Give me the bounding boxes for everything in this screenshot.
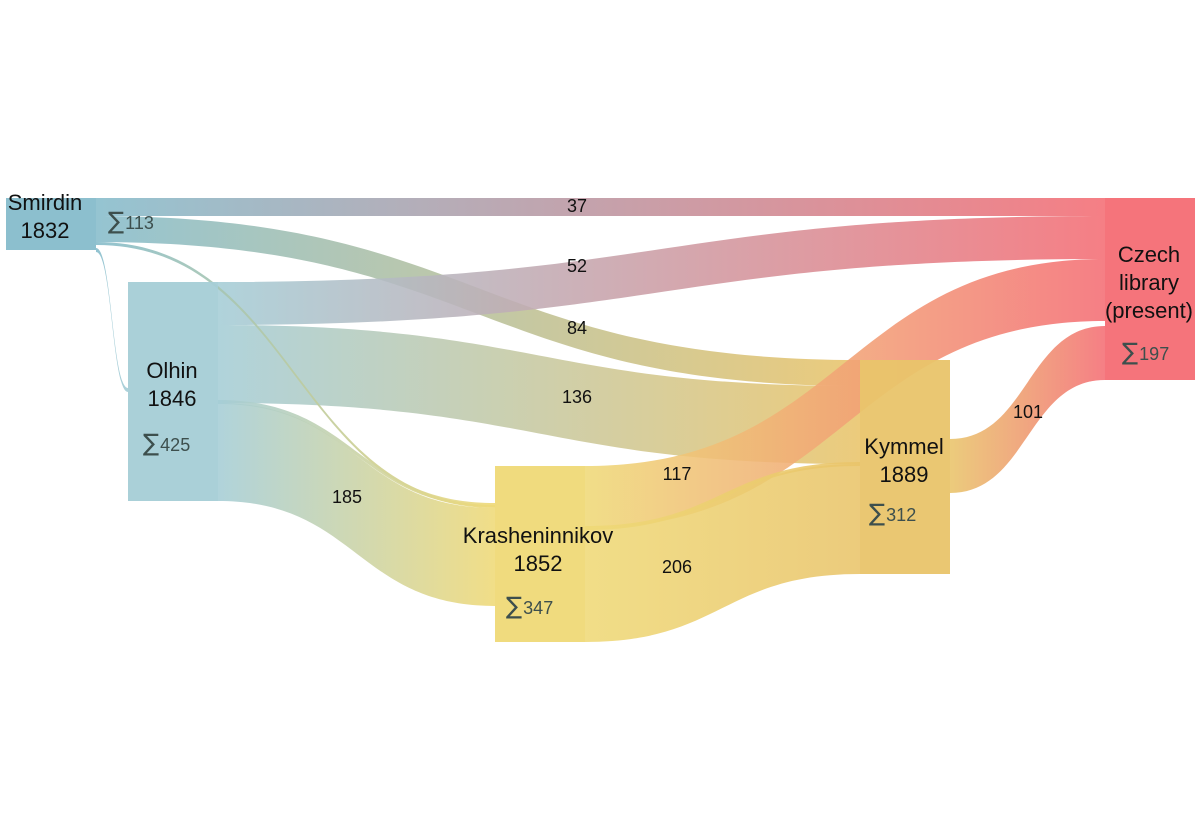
link-krash-kymmel [585,462,860,530]
node-total-czech: ∑197 [1122,338,1169,366]
node-total-olhin: ∑425 [143,429,190,457]
link-olhin-kymmel [218,325,860,464]
node-olhin [128,282,218,501]
link-value-label: 37 [567,196,587,216]
node-total-kymmel: ∑312 [869,499,916,527]
node-label-kymmel: Kymmel 1889 [864,434,943,487]
link-krash-czech [585,259,1105,528]
sum-icon: ∑ [1122,338,1138,366]
link-smirdin-krash [96,242,495,508]
link-krash-kymmel [585,464,860,642]
link-value-label: 84 [567,318,587,338]
nodes-layer [6,198,1195,642]
link-olhin-krash [218,403,495,606]
node-total-smirdin: ∑113 [108,207,154,235]
link-value-label: 206 [662,557,692,577]
node-smirdin [6,198,96,250]
link-value-label: 185 [332,487,362,507]
node-label-krash: Krasheninnikov 1852 [463,523,613,576]
link-value-label: 101 [1013,402,1043,422]
link-value-label: 52 [567,256,587,276]
sum-icon: ∑ [506,592,522,620]
link-smirdin-olhin [96,248,128,392]
link-smirdin-czech [96,198,1105,216]
sum-icon: ∑ [869,499,885,527]
node-label-czech: Czech library (present) [1105,242,1193,323]
link-kymmel-czech [950,326,1105,493]
node-label-smirdin: Smirdin 1832 [8,190,83,243]
sum-icon: ∑ [143,429,159,457]
node-krash [495,466,585,642]
link-value-label: 136 [562,387,592,407]
links-layer [96,198,1105,642]
sum-icon: ∑ [108,207,124,235]
link-value-label: 117 [663,464,692,484]
labels-layer: 37 52 84 136 185 117 206 101 Smirdin 1832 ∑113 Olhi… [8,190,1193,620]
link-olhin-krash [218,400,495,507]
node-label-olhin: Olhin 1846 [146,358,197,411]
node-kymmel [860,360,950,574]
link-olhin-czech [218,216,1105,325]
node-czech [1105,198,1195,380]
node-total-krash: ∑347 [506,592,553,620]
